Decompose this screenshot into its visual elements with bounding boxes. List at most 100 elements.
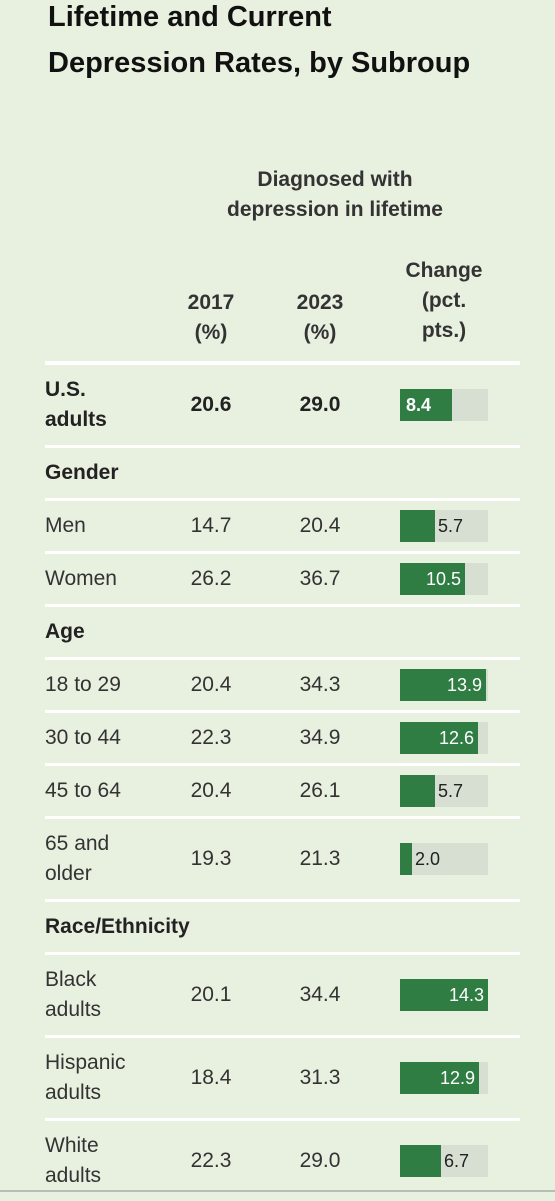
row-label-line: Women [45, 567, 117, 590]
change-bar-track: 10.5 [400, 563, 488, 595]
row-label-line: 45 to 64 [45, 779, 121, 802]
change-value-label: 5.7 [438, 516, 464, 536]
row-divider [45, 551, 520, 554]
row-label-line: U.S. [45, 378, 86, 401]
change-bar [400, 563, 465, 595]
section-label: Race/Ethnicity [45, 915, 190, 938]
section-label: Age [45, 620, 85, 643]
row-label: 30 to 44 [45, 723, 121, 753]
column-group-line-1: Diagnosed with [257, 168, 413, 191]
title-line-2: Depression Rates, by Subroup [48, 47, 471, 79]
change-value-label: 8.4 [406, 395, 432, 415]
row-divider [45, 899, 520, 902]
row-label: 18 to 29 [45, 670, 121, 700]
value-2017: 19.3 [190, 847, 232, 870]
change-bar-track: 12.9 [400, 1062, 488, 1094]
row-divider [45, 763, 520, 766]
row-label: Black adults [45, 965, 101, 1025]
row-divider [45, 498, 520, 501]
change-bar [400, 669, 486, 701]
value-2023: 29.0 [299, 1149, 341, 1172]
section-label: Gender [45, 461, 119, 484]
row-label-line: adults [45, 998, 102, 1021]
row-divider [45, 1118, 520, 1121]
column-header-2023-line-2: (%) [303, 321, 337, 344]
row-divider [45, 445, 520, 448]
column-header-2023-line-1: 2023 [296, 291, 344, 314]
row-label: 65 and older [45, 829, 109, 889]
section-row: Race/Ethnicity [0, 902, 555, 952]
value-2017: 20.4 [190, 779, 232, 802]
change-bar [400, 389, 452, 421]
row-label-line: 30 to 44 [45, 726, 121, 749]
row-label: Men [45, 511, 86, 541]
column-header-2017-line-2: (%) [194, 321, 228, 344]
table-row: Hispanic adults 18.4 31.3 12.9 [0, 1038, 555, 1118]
section-row: Gender [0, 448, 555, 498]
change-bar [400, 1062, 479, 1094]
value-2023: 36.7 [299, 567, 341, 590]
table-row: 30 to 44 22.3 34.9 12.6 [0, 713, 555, 763]
change-value-label: 12.6 [438, 728, 474, 748]
change-bar-track: 13.9 [400, 669, 488, 701]
row-label-line: Men [45, 514, 86, 537]
row-label-line: older [45, 862, 92, 885]
table-row: White adults 22.3 29.0 6.7 [0, 1121, 555, 1201]
row-label: U.S. adults [45, 375, 107, 435]
change-bar [400, 979, 488, 1011]
change-bar-track: 5.7 [400, 510, 488, 542]
value-2023: 26.1 [299, 779, 341, 802]
table-row: 45 to 64 20.4 26.1 5.7 [0, 766, 555, 816]
row-divider [45, 710, 520, 713]
change-bar-track: 5.7 [400, 775, 488, 807]
change-bar-track: 6.7 [400, 1145, 488, 1177]
change-bar-track: 8.4 [400, 389, 488, 421]
row-divider [45, 657, 520, 660]
value-2017: 20.4 [190, 673, 232, 696]
row-label-line: 18 to 29 [45, 673, 121, 696]
value-2017: 20.1 [190, 983, 232, 1006]
table-row: Men 14.7 20.4 5.7 [0, 501, 555, 551]
row-divider [45, 816, 520, 819]
change-value-label: 12.9 [439, 1068, 475, 1088]
value-2023: 34.4 [299, 983, 341, 1006]
column-header-change: Change (pct. pts.) [388, 256, 500, 346]
row-label-line: Hispanic [45, 1051, 126, 1074]
column-header-2017: 2017 (%) [176, 288, 246, 348]
section-row: Age [0, 607, 555, 657]
header-divider [45, 361, 520, 365]
value-2023: 34.3 [299, 673, 341, 696]
change-bar [400, 722, 478, 754]
value-2023: 21.3 [299, 847, 341, 870]
value-2017: 22.3 [190, 1149, 232, 1172]
table-row: U.S. adults 20.6 29.0 8.4 [0, 365, 555, 445]
column-header-change-line-1: Change [405, 259, 483, 282]
row-label-line: White [45, 1134, 99, 1157]
row-label: White adults [45, 1131, 101, 1191]
value-2023: 34.9 [299, 726, 341, 749]
change-bar [400, 1145, 441, 1177]
bottom-divider [0, 1190, 555, 1192]
change-bar [400, 510, 435, 542]
change-bar-track: 14.3 [400, 979, 488, 1011]
change-bar-track: 12.6 [400, 722, 488, 754]
change-value-label: 14.3 [448, 985, 484, 1005]
row-divider [45, 952, 520, 955]
column-header-change-line-3: pts.) [421, 319, 467, 342]
change-value-label: 13.9 [446, 675, 482, 695]
value-2017: 26.2 [190, 567, 232, 590]
value-2023: 29.0 [299, 393, 341, 416]
chart-title: Lifetime and Current Depression Rates, b… [48, 0, 548, 86]
value-2023: 31.3 [299, 1066, 341, 1089]
change-value-label: 10.5 [425, 569, 461, 589]
value-2017: 20.6 [190, 393, 232, 416]
change-bar-track: 2.0 [400, 843, 488, 875]
row-label-line: 65 and [45, 832, 110, 855]
change-value-label: 6.7 [444, 1151, 470, 1171]
value-2023: 20.4 [299, 514, 341, 537]
row-label: Women [45, 564, 117, 594]
column-header-change-line-2: (pct. [421, 289, 467, 312]
table-row: 18 to 29 20.4 34.3 13.9 [0, 660, 555, 710]
table-row: 65 and older 19.3 21.3 2.0 [0, 819, 555, 899]
column-group-header: Diagnosed with depression in lifetime [200, 165, 470, 225]
